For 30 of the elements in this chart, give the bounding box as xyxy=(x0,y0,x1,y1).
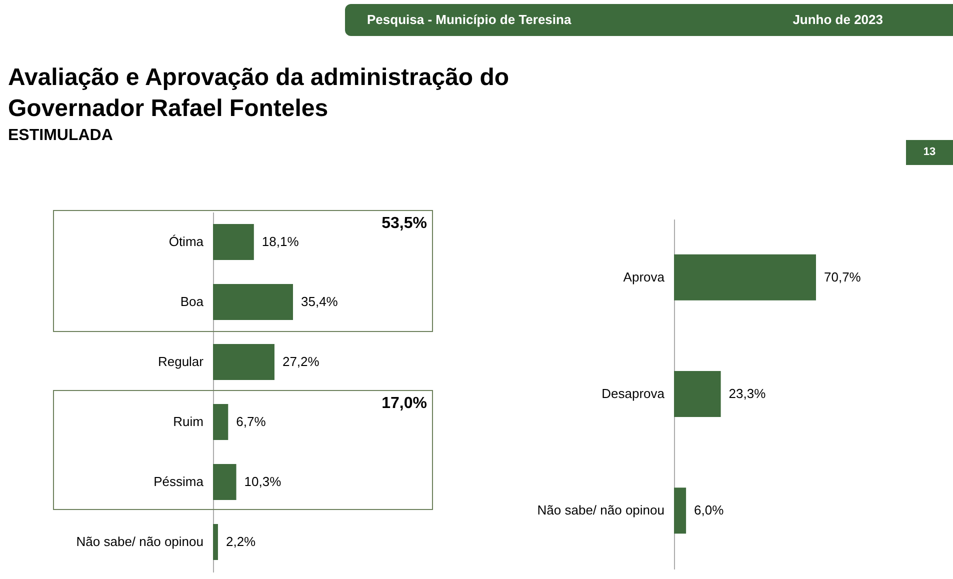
data-label: 70,7% xyxy=(824,269,862,284)
y-tick-label: Regular xyxy=(158,354,204,369)
y-tick-label: Ótima xyxy=(168,234,204,249)
data-label: 23,3% xyxy=(728,386,766,401)
bar xyxy=(213,464,236,500)
text: Junho de 2023 xyxy=(792,12,883,27)
text: 13 xyxy=(906,140,953,165)
text: ESTIMULADA xyxy=(8,127,113,145)
data-label: 18,1% xyxy=(262,234,300,249)
text: Pesquisa - Município de Teresina xyxy=(367,12,572,27)
data-label: 27,2% xyxy=(282,354,320,369)
bar xyxy=(213,224,254,260)
text: 17,0% xyxy=(382,395,427,413)
bar xyxy=(213,524,218,560)
y-tick-label: Não sabe/ não opinou xyxy=(76,534,204,549)
y-tick-label: Boa xyxy=(180,294,204,309)
y-tick-label: Aprova xyxy=(623,269,666,284)
data-label: 6,0% xyxy=(694,502,724,518)
data-label: 6,7% xyxy=(236,414,266,429)
data-label: 35,4% xyxy=(301,294,338,309)
chart-title: Avaliação e Aprovação da administração do Governador Rafael Fonteles xyxy=(8,63,510,124)
y-tick-label: Péssima xyxy=(154,474,204,489)
data-label: 2,2% xyxy=(226,534,256,549)
y-tick-label: Não sabe/ não opinou xyxy=(537,502,664,518)
bar xyxy=(213,284,293,320)
bar xyxy=(213,344,274,380)
data-label: 10,3% xyxy=(244,474,282,489)
y-tick-label: Ruim xyxy=(173,414,204,429)
bar xyxy=(213,404,228,440)
y-tick-label: Desaprova xyxy=(602,386,666,401)
